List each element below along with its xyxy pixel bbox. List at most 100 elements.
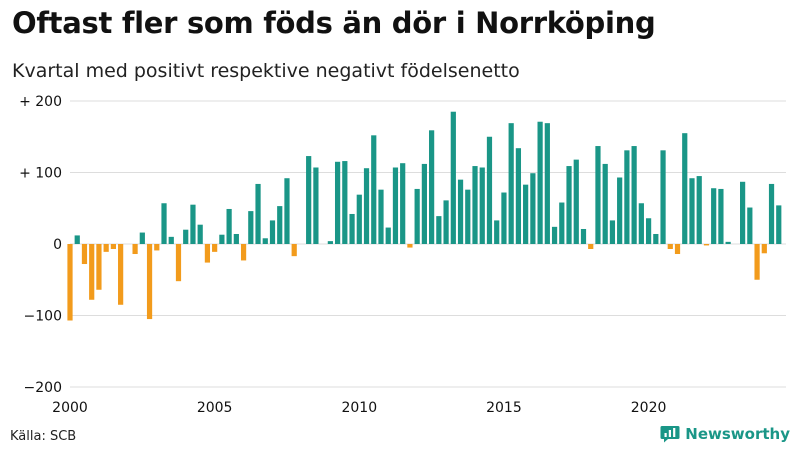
bar [544, 123, 550, 244]
source-label: Källa: SCB [10, 429, 77, 444]
bar [523, 184, 529, 244]
bar [696, 176, 702, 244]
x-tick-label: 2015 [486, 400, 522, 416]
bar [472, 166, 478, 244]
bar [392, 167, 399, 244]
x-tick-label: 2020 [631, 400, 667, 416]
bar [233, 233, 239, 244]
bar [747, 207, 753, 244]
bar [407, 244, 413, 248]
y-tick-label: 0 [53, 237, 62, 253]
bar [313, 167, 319, 244]
bar [631, 146, 637, 244]
chart-subtitle: Kvartal med positivt respektive negativt… [12, 60, 520, 82]
bar [255, 183, 261, 244]
bar [190, 204, 196, 244]
bar [291, 244, 297, 257]
bar [356, 194, 362, 244]
bar [284, 178, 290, 244]
bar [154, 244, 160, 251]
bar [667, 244, 673, 249]
bar [588, 244, 594, 249]
bar [465, 189, 471, 244]
bar [277, 206, 283, 244]
bar [486, 136, 493, 244]
y-tick-label: + 200 [19, 94, 62, 110]
x-tick-label: 2005 [197, 400, 233, 416]
bar [725, 241, 731, 244]
bar [421, 163, 427, 244]
bar [776, 205, 782, 244]
bar [342, 161, 348, 244]
bar [530, 173, 536, 244]
bar [89, 244, 95, 300]
bar [718, 188, 724, 244]
bar [132, 244, 138, 255]
bar [262, 238, 268, 244]
bar [573, 159, 579, 244]
bar [363, 168, 370, 244]
bar [609, 220, 616, 244]
bar [624, 150, 630, 244]
bar [240, 244, 247, 261]
bar [219, 234, 225, 244]
chart-title: Oftast fler som föds än dör i Norrköping [12, 6, 656, 40]
bar [617, 177, 623, 244]
bar [349, 213, 355, 244]
bar [508, 123, 514, 244]
bar [457, 179, 464, 244]
bar [602, 163, 608, 244]
bar [306, 156, 312, 244]
bar [81, 244, 88, 265]
bar [494, 220, 500, 244]
bar [566, 166, 572, 244]
bar [689, 178, 695, 244]
bar [740, 181, 746, 244]
y-tick-label: + 100 [19, 166, 62, 182]
bar [479, 167, 485, 244]
bar [248, 211, 254, 244]
newsworthy-logo: Newsworthy [660, 425, 790, 443]
bar [204, 244, 211, 263]
bar [212, 244, 218, 252]
bar [551, 226, 558, 244]
bar [197, 224, 203, 244]
bar [226, 208, 232, 244]
bar [559, 202, 565, 244]
bar [443, 200, 449, 244]
bar [400, 163, 406, 244]
bar [645, 218, 652, 244]
x-tick-label: 2000 [52, 400, 88, 416]
bar [429, 130, 435, 244]
bar [674, 244, 681, 255]
bar [595, 146, 601, 244]
bar [175, 244, 182, 282]
bar [436, 216, 442, 244]
bar [768, 183, 775, 244]
bar [110, 244, 116, 249]
bar [537, 121, 543, 244]
bar [653, 233, 659, 244]
brand-name: Newsworthy [685, 425, 790, 443]
bar [378, 189, 384, 244]
bar [515, 148, 522, 244]
bar [371, 135, 377, 244]
bar [161, 203, 167, 244]
bar [385, 227, 391, 244]
bar [682, 133, 688, 244]
bar [580, 228, 587, 244]
bar [146, 244, 153, 320]
bar [754, 244, 760, 280]
bar [703, 244, 710, 246]
y-tick-label: −200 [24, 380, 62, 396]
bar [638, 203, 644, 244]
bar-chart-speech-icon [660, 426, 680, 443]
bar [660, 150, 666, 244]
bar [414, 188, 420, 244]
bar [139, 232, 145, 244]
bar [67, 244, 73, 321]
bar [103, 244, 109, 252]
bar [168, 236, 174, 244]
bar [183, 229, 189, 244]
